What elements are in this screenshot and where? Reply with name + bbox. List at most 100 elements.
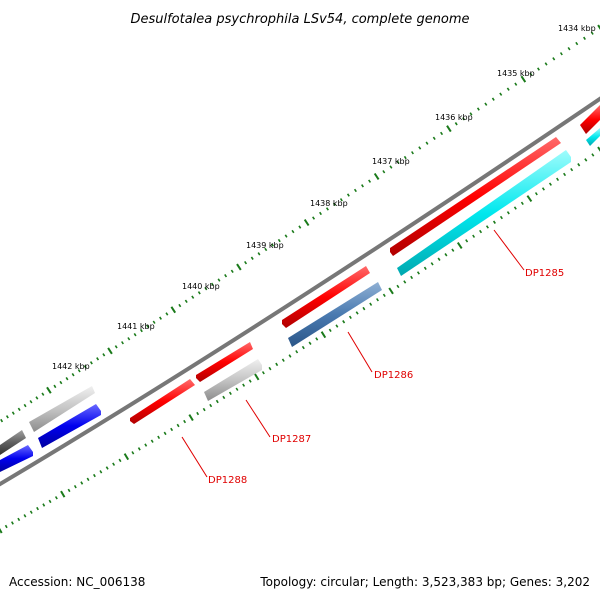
outer-tick-23: [127, 337, 131, 341]
tick-label-1436: 1436 kbp: [435, 113, 473, 122]
inner-tick-81: [534, 192, 538, 196]
outer-tick-15: [77, 369, 81, 373]
inner-tick-36: [228, 391, 232, 396]
inner-tick-29: [183, 419, 187, 424]
outer-tick-22: [121, 341, 124, 345]
outer-tick-65: [411, 151, 414, 155]
gene-leader-lines: [181, 229, 525, 478]
inner-tick-39: [248, 379, 252, 383]
inner-tick-0: [0, 527, 3, 534]
inner-tick-37: [235, 387, 239, 391]
inner-tick-59: [382, 293, 386, 298]
outer-tick-74: [476, 107, 480, 111]
inner-tick-48: [308, 341, 312, 345]
outer-tick-39: [230, 269, 234, 274]
outer-tick-77: [499, 92, 503, 96]
outer-tick-33: [191, 295, 195, 299]
gene-dp1286-forward: [282, 266, 370, 328]
inner-tick-79: [520, 201, 524, 206]
inner-tick-58: [376, 298, 379, 302]
outer-tick-36: [210, 282, 214, 287]
inner-tick-3: [17, 517, 21, 522]
gene-dp1288-forward: [130, 379, 195, 424]
outer-tick-83: [544, 62, 548, 66]
outer-tick-20: [107, 347, 113, 355]
inner-tick-40: [254, 373, 260, 381]
outer-tick-31: [178, 303, 182, 308]
gene-blue-edge-reverse: [0, 445, 33, 472]
leader-dp1286: [347, 331, 373, 373]
outer-tick-ring: [0, 24, 600, 423]
inner-tick-89: [591, 153, 595, 157]
inner-tick-52: [335, 324, 339, 328]
inner-tick-90: [597, 146, 600, 152]
outer-tick-2: [0, 418, 4, 423]
tick-label-1437: 1437 kbp: [372, 157, 410, 166]
inner-tick-69: [451, 248, 455, 252]
outer-tick-66: [418, 146, 422, 150]
inner-tick-17: [105, 466, 109, 470]
outer-tick-38: [224, 273, 228, 278]
inner-tick-56: [362, 306, 366, 311]
outer-tick-14: [71, 372, 75, 377]
inner-tick-25: [157, 435, 161, 439]
outer-tick-50: [303, 219, 310, 227]
inner-tick-32: [202, 407, 206, 412]
outer-tick-16: [83, 365, 87, 369]
inner-tick-42: [268, 366, 272, 371]
inner-tick-75: [492, 220, 496, 224]
inner-tick-19: [118, 458, 122, 463]
outer-tick-49: [298, 225, 302, 229]
outer-tick-48: [291, 229, 295, 234]
outer-tick-9: [41, 392, 45, 396]
inner-tick-65: [423, 266, 427, 271]
outer-tick-76: [491, 97, 495, 101]
inner-tick-71: [465, 239, 469, 243]
inner-tick-14: [86, 477, 90, 481]
inner-tick-64: [416, 271, 420, 275]
inner-tick-31: [196, 411, 200, 416]
inner-tick-50: [320, 331, 327, 339]
outer-tick-80: [520, 75, 527, 83]
outer-tick-8: [35, 396, 39, 400]
outer-tick-30: [170, 306, 177, 314]
inner-tick-20: [123, 453, 130, 461]
outer-tick-70: [446, 125, 452, 133]
inner-tick-24: [150, 439, 154, 443]
gene-dp1285-forward: [390, 137, 561, 256]
outer-tick-82: [537, 67, 540, 71]
outer-tick-57: [353, 188, 357, 193]
inner-tick-54: [348, 315, 352, 320]
gene-label-dp1285: DP1285: [525, 268, 564, 279]
outer-tick-72: [462, 117, 466, 121]
inner-tick-62: [403, 280, 407, 284]
outer-tick-56: [346, 193, 350, 197]
reverse-strand-features: [0, 128, 600, 472]
inner-tick-13: [80, 481, 84, 485]
gene-dp1287-forward: [196, 342, 253, 382]
outer-tick-85: [559, 52, 563, 56]
outer-tick-87: [575, 41, 579, 46]
inner-tick-21: [131, 451, 135, 455]
inner-tick-51: [328, 328, 332, 333]
inner-tick-33: [209, 403, 213, 408]
inner-tick-5: [29, 510, 33, 514]
inner-tick-74: [485, 225, 489, 229]
inner-tick-34: [215, 399, 219, 404]
outer-tick-26: [146, 324, 150, 329]
inner-tick-10: [60, 490, 66, 498]
inner-tick-30: [188, 414, 194, 422]
outer-tick-12: [59, 380, 63, 385]
inner-tick-12: [73, 485, 77, 489]
outer-tick-52: [319, 211, 322, 216]
outer-tick-11: [53, 384, 57, 389]
inner-tick-27: [170, 427, 174, 432]
gene-edge-reverse: [586, 128, 600, 146]
inner-tick-2: [11, 521, 14, 525]
inner-tick-85: [563, 172, 567, 177]
outer-tick-86: [567, 46, 571, 51]
inner-tick-83: [548, 182, 552, 186]
inner-tick-82: [541, 187, 545, 191]
